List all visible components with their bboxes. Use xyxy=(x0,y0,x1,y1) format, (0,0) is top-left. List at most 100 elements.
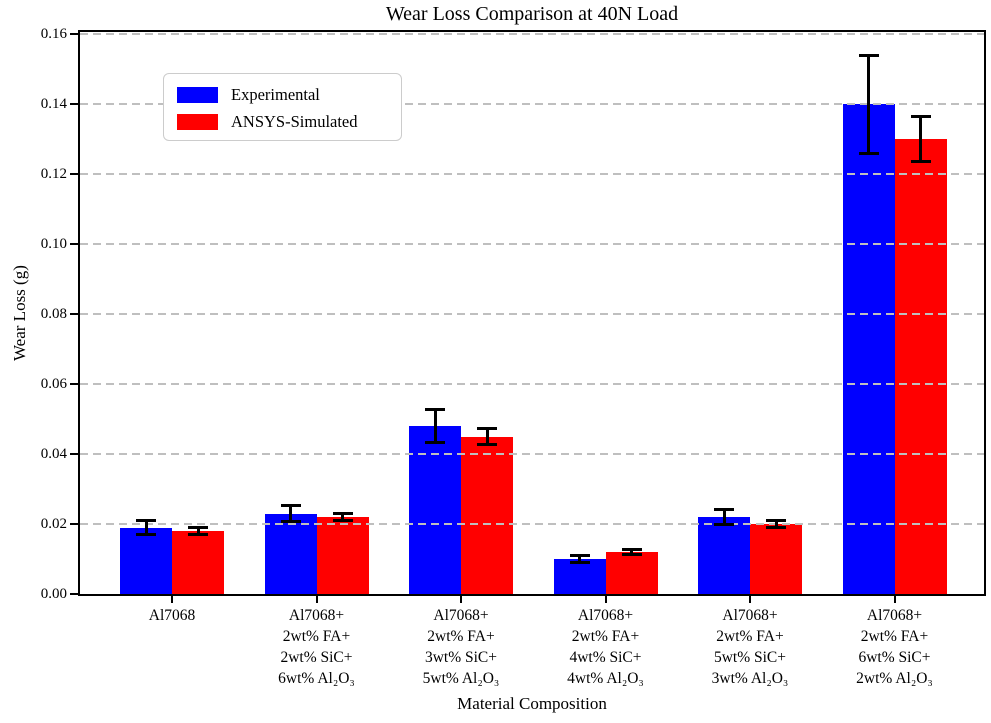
x-tick-label-line: 4wt% Al₂O₃ xyxy=(567,670,644,687)
error-bar-cap xyxy=(910,114,931,118)
y-tick-mark xyxy=(70,313,78,315)
x-tick-label-5: Al7068+ 2wt% FA+ 5wt% SiC+ 3wt% Al₂O₃ xyxy=(712,605,789,689)
x-tick-label-line: Al7068+ xyxy=(288,607,345,624)
bar-experimental-3 xyxy=(409,426,461,594)
y-tick-label: 0.00 xyxy=(40,586,67,602)
y-tick-mark xyxy=(70,383,78,385)
gridline-y-0.12 xyxy=(80,173,984,175)
y-tick-mark xyxy=(70,453,78,455)
bar-ansys-simulated-2 xyxy=(316,517,369,594)
error-bar-cap xyxy=(332,519,353,523)
x-tick-label-line: 2wt% FA+ xyxy=(571,628,640,645)
y-tick-label: 0.14 xyxy=(40,96,67,112)
legend-swatch-ansys-simulated xyxy=(177,113,218,130)
x-tick-label-line: Al7068+ xyxy=(866,607,923,624)
x-tick-label-line: 6wt% SiC+ xyxy=(858,649,931,666)
y-tick-mark xyxy=(70,593,78,595)
error-bar xyxy=(867,55,870,153)
x-tick-label-line: 3wt% SiC+ xyxy=(424,649,498,666)
bar-experimental-2 xyxy=(264,513,317,594)
error-bar xyxy=(144,520,148,535)
error-bar-cap xyxy=(766,526,786,529)
legend-label: ANSYS-Simulated xyxy=(231,111,358,131)
error-bar-cap xyxy=(569,561,590,564)
x-tick-mark xyxy=(460,596,462,603)
y-tick-label: 0.08 xyxy=(40,306,67,322)
x-tick-label-line: 2wt% Al₂O₃ xyxy=(856,670,933,687)
error-bar-cap xyxy=(858,151,879,155)
error-bar-cap xyxy=(714,523,734,527)
legend-item-ansys-simulated: ANSYS-Simulated xyxy=(177,108,401,135)
error-bar-cap xyxy=(280,503,301,507)
error-bar-cap xyxy=(477,443,497,447)
error-bar xyxy=(774,520,778,528)
x-tick-label-line: 2wt% FA+ xyxy=(282,628,351,645)
bar-experimental-5 xyxy=(698,517,750,594)
error-bar xyxy=(485,428,489,445)
error-bar-cap xyxy=(621,548,642,552)
gridline-y-0.08 xyxy=(80,313,984,315)
error-bar-cap xyxy=(188,526,208,530)
error-bar-cap xyxy=(714,507,734,511)
x-tick-label-line: Al7068+ xyxy=(433,607,489,624)
x-tick-mark xyxy=(749,596,751,603)
bar-ansys-simulated-4 xyxy=(605,552,658,594)
x-tick-mark xyxy=(315,596,318,603)
gridline-y-0.16 xyxy=(80,33,984,35)
error-bar-cap xyxy=(332,511,353,515)
error-bar xyxy=(919,116,922,162)
error-bar xyxy=(578,555,581,563)
x-tick-label-line: 2wt% FA+ xyxy=(716,628,784,645)
error-bar xyxy=(341,513,344,521)
x-tick-label-4: Al7068+ 2wt% FA+ 4wt% SiC+ 4wt% Al₂O₃ xyxy=(567,605,644,689)
x-tick-mark xyxy=(171,596,173,603)
error-bar-cap xyxy=(910,160,931,164)
bar-ansys-simulated-5 xyxy=(750,524,802,594)
x-tick-label-line: 4wt% SiC+ xyxy=(569,649,642,666)
error-bar-cap xyxy=(136,519,156,523)
error-bar xyxy=(196,527,200,535)
y-tick-label: 0.12 xyxy=(40,166,67,182)
gridline-y-0.10 xyxy=(80,243,984,245)
y-tick-label: 0.04 xyxy=(40,446,67,462)
y-tick-mark xyxy=(70,103,78,105)
x-tick-label-line: Al7068+ xyxy=(577,607,634,624)
x-tick-label-line: 3wt% Al₂O₃ xyxy=(711,670,789,687)
x-tick-label-line: 5wt% SiC+ xyxy=(713,649,787,666)
x-tick-label-line: 2wt% SiC+ xyxy=(280,649,353,666)
y-tick-label: 0.02 xyxy=(40,516,67,532)
bar-ansys-simulated-1 xyxy=(172,531,224,594)
plot-area: Experimental ANSYS-Simulated xyxy=(78,30,986,596)
bar-experimental-6 xyxy=(842,104,895,594)
error-bar xyxy=(722,509,726,525)
y-tick-mark xyxy=(70,523,78,525)
error-bar-cap xyxy=(766,519,786,522)
x-tick-mark xyxy=(604,596,607,603)
legend-item-experimental: Experimental xyxy=(177,81,401,108)
x-tick-label-line: 6wt% Al₂O₃ xyxy=(278,670,355,687)
error-bar-cap xyxy=(621,552,642,556)
legend: Experimental ANSYS-Simulated xyxy=(163,73,402,141)
error-bar-cap xyxy=(280,520,301,524)
error-bar-cap xyxy=(477,426,497,430)
error-bar-cap xyxy=(425,441,445,445)
error-bar xyxy=(433,409,437,443)
x-tick-label-3: Al7068+ 2wt% FA+ 3wt% SiC+ 5wt% Al₂O₃ xyxy=(423,605,500,689)
x-tick-label-2: Al7068+ 2wt% FA+ 2wt% SiC+ 6wt% Al₂O₃ xyxy=(278,605,355,689)
x-axis-label: Material Composition xyxy=(457,694,607,713)
y-tick-label: 0.10 xyxy=(40,236,67,252)
bar-ansys-simulated-3 xyxy=(461,436,513,594)
x-tick-label-line: 2wt% FA+ xyxy=(427,628,495,645)
x-tick-mark xyxy=(893,596,896,603)
x-tick-label-line: 5wt% Al₂O₃ xyxy=(422,670,500,687)
y-tick-label: 0.16 xyxy=(40,26,67,42)
x-tick-label-line: Al7068+ xyxy=(722,607,778,624)
gridline-y-0.06 xyxy=(80,383,984,385)
chart-title: Wear Loss Comparison at 40N Load xyxy=(385,3,679,25)
y-tick-mark xyxy=(70,173,78,175)
error-bar-cap xyxy=(858,53,879,57)
legend-swatch-experimental xyxy=(177,86,218,103)
error-bar-cap xyxy=(569,554,590,557)
bar-ansys-simulated-6 xyxy=(894,139,947,594)
